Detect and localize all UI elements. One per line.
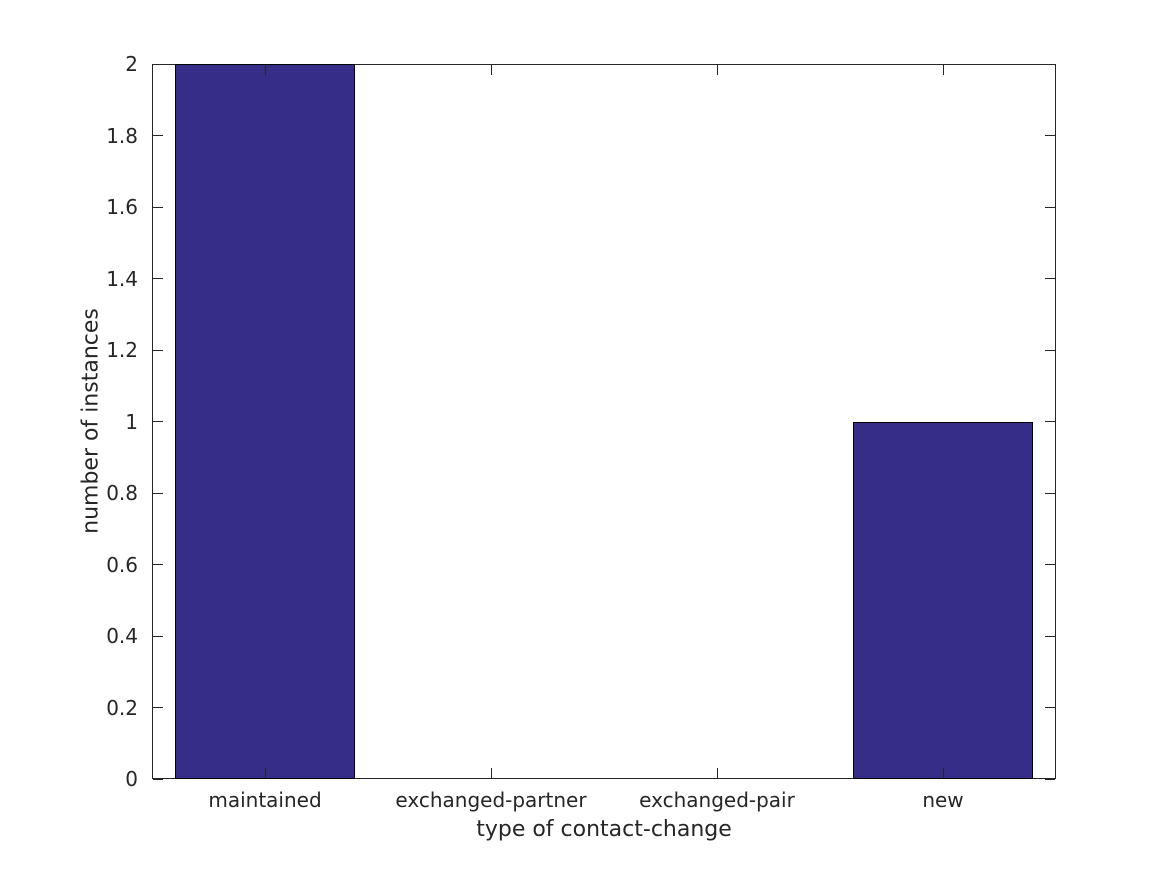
y-tick-label: 0.6 [106, 552, 138, 577]
x-tick-label-maintained: maintained [208, 788, 322, 812]
x-tick-label-new: new [922, 788, 964, 812]
x-tick-bottom [942, 768, 944, 778]
y-tick-left [153, 635, 163, 637]
x-tick-label-exchanged-pair: exchanged-pair [639, 788, 795, 812]
y-tick-right [1045, 492, 1055, 494]
x-tick-top [942, 65, 944, 75]
y-tick-label: 1 [125, 409, 138, 434]
y-tick-left [153, 707, 163, 709]
y-tick-left [153, 63, 163, 65]
y-tick-label: 0.4 [106, 624, 138, 648]
x-tick-bottom [490, 768, 492, 778]
y-tick-right [1045, 421, 1055, 423]
y-tick-right [1045, 135, 1055, 137]
y-tick-right [1045, 707, 1055, 709]
y-tick-left [153, 206, 163, 208]
y-tick-label: 2 [125, 52, 138, 76]
y-tick-left [153, 421, 163, 423]
y-tick-right [1045, 206, 1055, 208]
y-tick-right [1045, 635, 1055, 637]
y-tick-left [153, 778, 163, 780]
y-tick-label: 0 [125, 767, 138, 791]
x-tick-bottom [264, 768, 266, 778]
bar-maintained [174, 64, 356, 779]
y-tick-right [1045, 564, 1055, 566]
y-tick-right [1045, 778, 1055, 780]
x-tick-bottom [716, 768, 718, 778]
y-tick-left [153, 492, 163, 494]
y-tick-left [153, 135, 163, 137]
x-tick-top [264, 65, 266, 75]
y-tick-label: 0.2 [106, 695, 138, 720]
x-axis-label: type of contact-change [476, 817, 732, 842]
y-tick-right [1045, 278, 1055, 280]
y-tick-label: 1.6 [106, 195, 138, 219]
y-tick-label: 0.8 [106, 481, 138, 505]
y-tick-left [153, 278, 163, 280]
x-tick-top [490, 65, 492, 75]
x-tick-top [716, 65, 718, 75]
y-tick-left [153, 564, 163, 566]
y-tick-left [153, 349, 163, 351]
y-tick-right [1045, 63, 1055, 65]
y-tick-label: 1.4 [106, 266, 138, 291]
y-tick-right [1045, 349, 1055, 351]
y-tick-label: 1.2 [106, 338, 138, 362]
y-tick-label: 1.8 [106, 123, 138, 148]
x-tick-label-exchanged-partner: exchanged-partner [395, 788, 587, 812]
bar-new [852, 421, 1034, 779]
